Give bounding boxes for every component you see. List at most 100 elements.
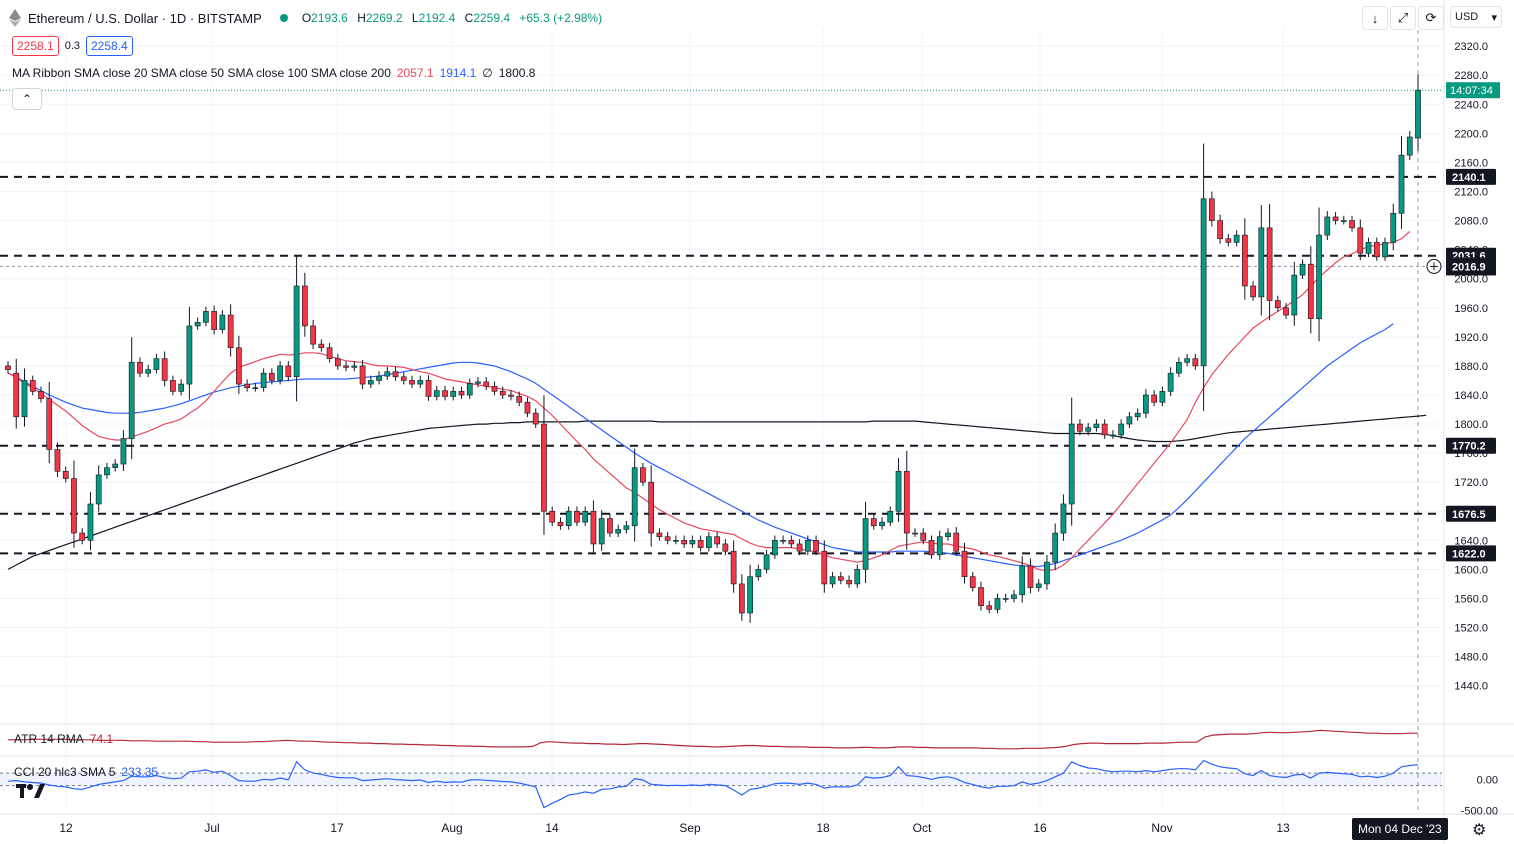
candle-body [1258,227,1265,298]
candle-body [1167,372,1174,392]
candle-body [1052,532,1059,563]
x-tick-label: Jul [204,821,219,835]
candle-body [252,387,259,390]
candle-body [301,285,308,327]
candle-body [1044,561,1050,585]
candle-body [483,381,490,387]
y-tick-label: 1840.0 [1454,390,1488,402]
candle-body [71,478,77,534]
candle-body [870,518,877,527]
candle-body [961,550,968,577]
sell-price-button[interactable]: 2258.1 [12,36,59,56]
cci-legend[interactable]: CCI 20 hlc3 SMA 5 233.35 [14,765,158,779]
candle-body [549,510,556,523]
level-label-badge [1446,545,1496,562]
buy-price-button[interactable]: 2258.4 [86,36,133,56]
crosshair-price-label: 2016.9 [1452,261,1486,273]
candle-body [1159,391,1166,403]
y-tick-label: 1480.0 [1454,652,1488,664]
ethereum-icon [9,9,21,27]
candle-body [590,510,597,545]
candle-body [475,381,481,384]
candle-body [277,365,283,381]
atr-value: 74.1 [89,732,114,746]
y-tick-label: 2080.0 [1454,216,1488,228]
atr-label: ATR 14 RMA [14,732,84,746]
candle-body [1077,423,1083,432]
candle-body [780,540,786,542]
tradingview-logo[interactable] [16,782,46,803]
candle-body [112,463,119,468]
candle-body [104,467,110,476]
y-tick-label: 1560.0 [1454,593,1488,605]
candle-body [532,412,539,425]
candle-body [607,518,613,534]
y-tick-label: 2240.0 [1454,99,1488,111]
candle-body [1324,216,1331,236]
candle-body [54,449,61,472]
candle-body [1184,358,1190,363]
candle-body [697,540,704,548]
candle-body [1365,242,1372,254]
collapse-legend-button[interactable]: ⌃ [12,88,42,110]
y-tick-label: 1960.0 [1454,303,1488,315]
candle-body [409,380,415,385]
x-tick-label: Nov [1151,821,1172,835]
y-tick-label: 2200.0 [1454,128,1488,140]
atr-legend[interactable]: ATR 14 RMA 74.1 [14,732,113,746]
symbol-title[interactable]: Ethereum / U.S. Dollar · 1D · BITSTAMP [28,10,262,26]
open-value: 2193.6 [311,11,348,25]
candle-body [244,383,250,389]
candle-body [450,391,457,397]
candle-body [227,314,234,349]
chevron-down-icon: ▾ [1491,11,1497,24]
candle-body [1291,274,1298,316]
candle-body [945,532,951,537]
candle-body [986,605,993,610]
level-label: 1622.0 [1452,548,1486,560]
candle-body [804,540,811,552]
candle-body [557,521,564,527]
x-tick-label: 18 [816,821,830,835]
cci-value: 233.35 [121,765,159,779]
candle-body [1027,565,1034,588]
candle-body [1035,583,1042,588]
y-tick-label: 2120.0 [1454,187,1488,199]
candle-body [400,376,407,381]
chart-toolbar: ↓ ⤢ ⟳ [1362,6,1444,30]
candle-body [1209,198,1215,221]
candle-body [5,365,11,370]
candle-body [598,518,605,545]
download-button[interactable]: ↓ [1362,6,1388,30]
candle-body [376,375,382,381]
candle-body [1340,220,1347,222]
candle-body [1415,89,1421,139]
fullscreen-button[interactable]: ⤢ [1390,6,1416,30]
x-tick-label: Sep [679,821,701,835]
candle-body [334,358,341,367]
ohlc-values: O2193.6 H2269.2 L2192.4 C2259.4 +65.3 (+… [301,11,603,25]
cci-axis-label: -500.00 [1461,806,1498,818]
candle-body [1382,242,1388,258]
currency-select[interactable]: USD ▾ [1450,6,1502,28]
candle-body [788,540,795,545]
candle-body [170,380,176,392]
candle-body [1060,503,1067,534]
candle-body [508,394,514,397]
close-value: 2259.4 [473,11,511,25]
candle-body [1357,227,1364,254]
candle-body [829,576,836,585]
candle-body [13,372,20,418]
candle-body [747,576,753,614]
candle-body [541,423,547,512]
sma50-value: 1914.1 [439,66,477,80]
ma-ribbon-legend[interactable]: MA Ribbon SMA close 20 SMA close 50 SMA … [12,66,535,80]
restore-button[interactable]: ⟳ [1418,6,1444,30]
sma20-line [7,231,1411,572]
x-tick-label: 12 [59,821,73,835]
candle-body [928,540,935,556]
candle-body [994,598,1001,610]
gear-icon[interactable]: ⚙ [1472,822,1487,839]
candle-body [1283,307,1289,316]
